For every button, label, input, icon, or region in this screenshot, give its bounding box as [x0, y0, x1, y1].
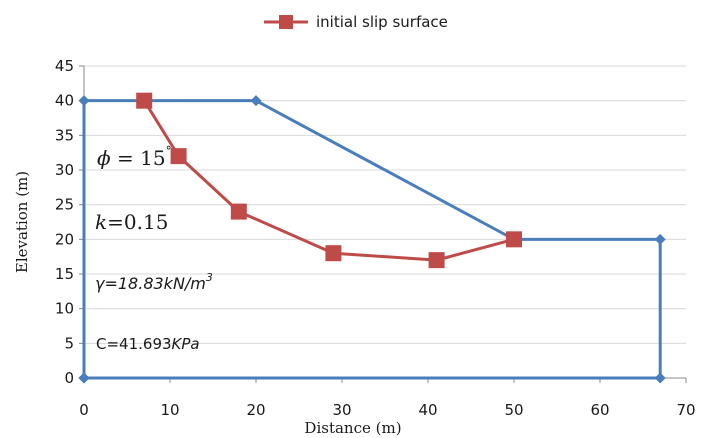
x-axis-title: Distance (m): [304, 419, 401, 437]
series-1-point-1: [170, 148, 187, 165]
annotation-phi-degree: °: [166, 144, 172, 158]
x-tick-label-60: 60: [590, 401, 609, 419]
legend-marker-slip-surface: [279, 15, 293, 29]
y-axis-title: Elevation (m): [13, 171, 31, 273]
annotation-cohesion-unit: KPa: [172, 335, 200, 353]
series-1: [136, 92, 522, 269]
y-tick-label-15: 15: [55, 265, 74, 283]
y-tick-label-45: 45: [55, 57, 74, 75]
y-tick-label-5: 5: [64, 334, 74, 352]
x-tick-label-70: 70: [676, 401, 695, 419]
x-tick-label-10: 10: [160, 401, 179, 419]
annotation-k-symbol: k: [95, 210, 107, 234]
series-0-point-2: [250, 95, 262, 107]
x-tick-label-0: 0: [79, 401, 89, 419]
x-tick-label-30: 30: [332, 401, 351, 419]
annotation-gamma: γ=18.83kN/m3: [95, 271, 213, 293]
series-1-point-4: [428, 252, 445, 269]
annotation-cohesion: C=41.693KPa: [96, 335, 200, 353]
annotation-gamma-main: γ=18.83kN/m: [95, 274, 206, 293]
series-0-point-4: [654, 233, 666, 245]
y-tick-label-20: 20: [55, 230, 74, 248]
x-tick-labels: 0 10 20 30 40 50 60 70: [79, 401, 695, 419]
series-1-line: [142, 99, 515, 262]
y-tick-label-0: 0: [64, 369, 74, 387]
x-tick-label-40: 40: [418, 401, 437, 419]
legend: initial slip surface: [264, 13, 448, 31]
series-1-point-0: [136, 92, 153, 109]
series-1-point-5: [506, 231, 522, 248]
series-1-point-2: [230, 203, 247, 220]
x-tick-label-50: 50: [504, 401, 523, 419]
series-1-point-3: [325, 245, 342, 262]
y-tick-label-30: 30: [55, 161, 74, 179]
annotation-k-value: =0.15: [107, 210, 168, 234]
annotation-gamma-superscript: 3: [206, 271, 213, 284]
annotation-phi-equals: =: [111, 146, 140, 170]
series-0-point-6: [78, 372, 90, 384]
y-tick-label-40: 40: [55, 92, 74, 110]
legend-label-slip-surface: initial slip surface: [316, 13, 448, 31]
x-tick-label-20: 20: [246, 401, 265, 419]
annotation-phi-value: 15: [140, 146, 165, 170]
series-0-point-5: [654, 372, 666, 384]
series-group: [78, 92, 666, 384]
annotation-phi-symbol: ϕ: [97, 146, 111, 170]
y-tick-label-25: 25: [55, 196, 74, 214]
y-tick-label-10: 10: [55, 300, 74, 318]
y-tick-label-35: 35: [55, 126, 74, 144]
annotation-k: k=0.15: [95, 210, 168, 234]
gridlines: [84, 65, 686, 344]
annotation-phi: ϕ = 15°: [97, 144, 172, 170]
series-0-point-1: [78, 95, 90, 107]
y-tick-labels: 0 5 10 15 20 25 30 35 40 45: [55, 57, 74, 387]
annotation-cohesion-value: C=41.693: [96, 335, 172, 353]
